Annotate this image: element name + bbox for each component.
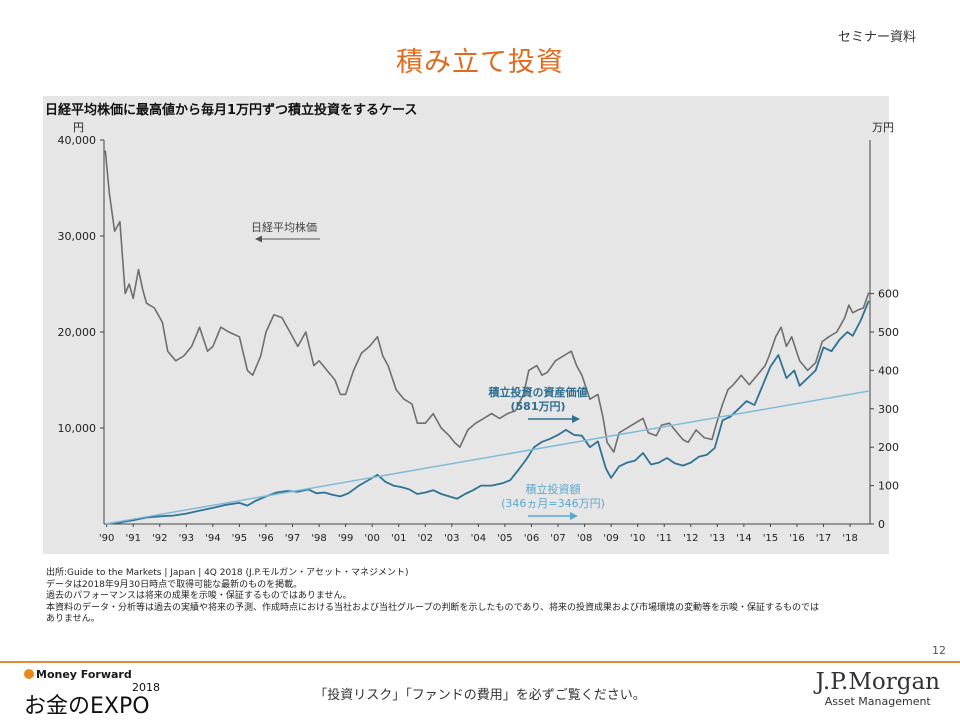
x-tick-label: '90: [99, 533, 114, 544]
right-axis-unit: 万円: [872, 121, 894, 134]
x-tick-label: '03: [444, 533, 459, 544]
right-tick-label: 200: [878, 441, 899, 454]
x-tick-label: '95: [232, 533, 247, 544]
x-tick-label: '04: [471, 533, 486, 544]
left-axis-unit: 円: [73, 121, 84, 134]
note-line: データは2018年9月30日時点で取得可能な最新のものを掲載。: [46, 579, 303, 590]
x-tick-label: '98: [311, 533, 326, 544]
invest-amount-detail: (346ヵ月=346万円): [501, 497, 605, 510]
x-tick-label: '10: [630, 533, 645, 544]
x-tick-label: '12: [683, 533, 698, 544]
asset-value-line: [105, 300, 870, 525]
nikkei-label: 日経平均株価: [251, 220, 317, 234]
annotation-nikkei: 日経平均株価: [251, 220, 320, 243]
expo-year: 2018: [132, 681, 160, 694]
x-tick-label: '02: [418, 533, 433, 544]
right-tick-label: 300: [878, 403, 899, 416]
right-tick-label: 100: [878, 480, 899, 493]
right-tick-label: 600: [878, 288, 899, 301]
x-tick-label: '09: [603, 533, 618, 544]
left-tick-label: 20,000: [58, 326, 97, 339]
x-tick-label: '06: [524, 533, 539, 544]
x-tick-label: '16: [789, 533, 804, 544]
invest-arrow-head: [570, 512, 578, 520]
jpmorgan-name: J.P.Morgan: [815, 669, 940, 695]
money-forward-brand: Money Forward: [36, 668, 132, 681]
x-tick-label: '01: [391, 533, 406, 544]
page-number: 12: [932, 644, 946, 657]
invested-amount-line: [105, 390, 869, 525]
chart-panel: [43, 96, 889, 554]
x-tick-label: '13: [710, 533, 725, 544]
x-tick-label: '91: [125, 533, 140, 544]
x-tick-label: '92: [152, 533, 167, 544]
x-tick-label: '17: [816, 533, 831, 544]
nikkei-line: [104, 150, 870, 453]
annotation-asset-value: 積立投資の資産価値 (581万円): [488, 385, 588, 423]
page-title: 積み立て投資: [396, 47, 564, 78]
right-axis-ticks: 0 100 200 300 400 500 600: [870, 288, 899, 531]
footer-divider: [0, 661, 960, 663]
asset-value-amount: (581万円): [510, 400, 565, 413]
series-layer: [104, 150, 870, 525]
right-tick-label: 400: [878, 364, 899, 377]
x-tick-label: '96: [258, 533, 273, 544]
x-tick-label: '99: [338, 533, 353, 544]
left-tick-label: 40,000: [58, 134, 97, 147]
left-tick-label: 30,000: [58, 230, 97, 243]
expo-name: お金のEXPO: [24, 694, 150, 719]
jpmorgan-logo: J.P.Morgan Asset Management: [815, 670, 940, 709]
invest-amount-label: 積立投資額: [526, 482, 581, 496]
annotation-invest-amount: 積立投資額 (346ヵ月=346万円): [501, 482, 605, 520]
seminar-material-tag: セミナー資料: [837, 30, 916, 45]
x-tick-label: '93: [179, 533, 194, 544]
x-tick-label: '00: [364, 533, 379, 544]
jpmorgan-subtitle: Asset Management: [824, 695, 931, 708]
asset-value-arrow-head: [572, 415, 580, 423]
x-tick-label: '94: [205, 533, 220, 544]
chart-title: 日経平均株価に最高値から毎月1万円ずつ積立投資をするケース: [45, 103, 418, 118]
x-tick-label: '11: [656, 533, 671, 544]
money-forward-mark-icon: [24, 669, 34, 679]
x-tick-label: '15: [763, 533, 778, 544]
left-axis-ticks: 10,000 20,000 30,000 40,000: [58, 134, 104, 435]
x-axis-ticks: '90 '91 '92 '93 '94 '95 '96 '97 '98 '99 '00 '01 '02 '…: [99, 524, 858, 544]
nikkei-arrow-head: [255, 235, 262, 243]
note-line: 過去のパフォーマンスは将来の成果を示唆・保証するものではありません。: [46, 591, 352, 601]
x-tick-label: '08: [577, 533, 592, 544]
left-tick-label: 10,000: [58, 422, 97, 435]
x-tick-label: '07: [550, 533, 565, 544]
note-line: ありません。: [46, 614, 100, 624]
x-tick-label: '14: [736, 533, 751, 544]
asset-value-label: 積立投資の資産価値: [488, 385, 588, 399]
right-tick-label: 500: [878, 326, 899, 339]
x-tick-label: '18: [842, 533, 857, 544]
x-tick-label: '97: [285, 533, 300, 544]
right-tick-label: 0: [878, 518, 885, 531]
x-tick-label: '05: [497, 533, 512, 544]
note-line: 出所:Guide to the Markets | Japan | 4Q 201…: [46, 568, 409, 578]
source-notes: 出所:Guide to the Markets | Japan | 4Q 201…: [46, 568, 926, 626]
footer-message: 「投資リスク」「ファンドの費用」を必ずご覧ください。: [314, 688, 646, 703]
note-line: 本資料のデータ・分析等は過去の実績や将来の予測、作成時点における当社および当社グ…: [46, 602, 820, 613]
